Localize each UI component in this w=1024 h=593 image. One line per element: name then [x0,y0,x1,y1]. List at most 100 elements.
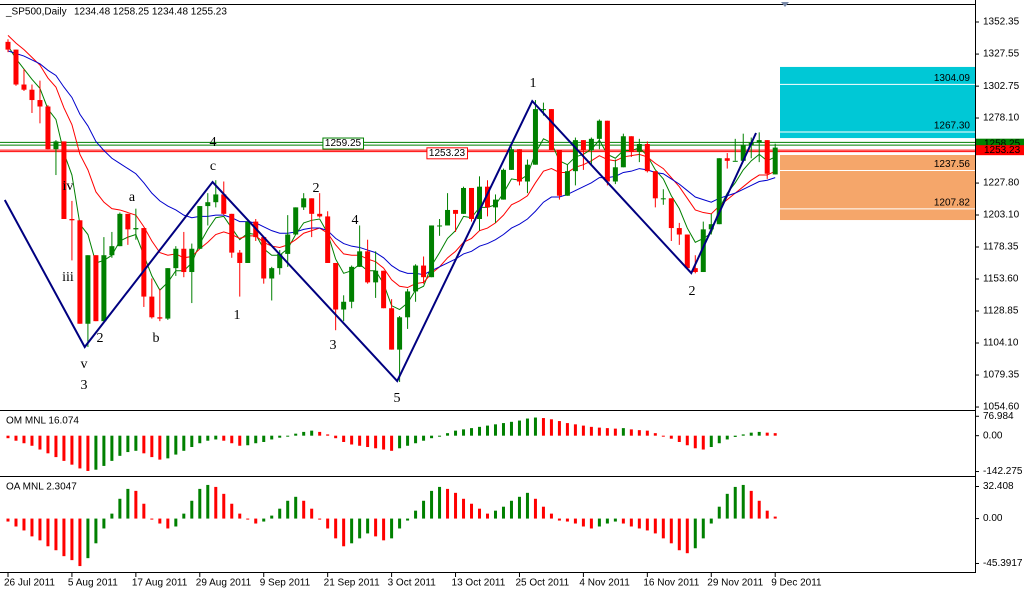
indicator-title: OA MNL 2.3047 [6,482,77,493]
indicator-bar [254,435,258,444]
y-tick-label: 1302.75 [983,81,1020,92]
wave-label: c [210,159,216,174]
candle-body [197,206,203,249]
wave-label: 1 [530,76,537,91]
candle-body [437,225,443,227]
indicator-bar [773,516,777,519]
wave-label: iv [63,179,74,194]
indicator-bar [398,435,402,449]
indicator-bar [22,435,26,444]
indicator-bar [390,518,394,539]
wave-label: a [129,190,136,205]
indicator-bar [118,435,122,456]
indicator-bar [38,435,42,450]
y-tick-label: 32.408 [983,481,1014,492]
indicator-bar [430,435,434,439]
candle-body [269,268,275,279]
wave-label: 2 [97,331,104,346]
indicator-bar [310,508,314,519]
x-tick-label: 16 Nov 2011 [643,578,699,589]
indicator-bar [350,518,354,544]
indicator-bar [717,506,721,519]
indicator-bar [30,518,34,537]
indicator-bar [501,423,505,436]
indicator-bar [533,417,537,436]
indicator-bar [182,513,186,519]
indicator-bar [198,435,202,444]
candle-body [524,164,530,182]
candle-body [85,255,91,324]
indicator-bar [717,435,721,444]
price-marker-box [976,138,1024,149]
indicator-bar [454,430,458,436]
indicator-bar [222,493,226,519]
indicator-bar [174,518,178,527]
indicator-bar [549,513,553,519]
indicator-bar [757,431,761,436]
candle-body [532,109,538,165]
wave-label: 3 [330,338,337,353]
indicator-bar [725,435,729,440]
candle-body [301,198,307,208]
candle-body [652,171,658,199]
candle-body [293,207,299,235]
indicator-bar [6,518,10,522]
candle-body [644,144,650,172]
candle-body [716,158,722,225]
indicator-bar [334,518,338,539]
candle-body [5,41,11,50]
indicator-bar [254,518,258,524]
candle-body [572,140,578,172]
shift-marker [781,2,789,7]
indicator-bar [462,429,466,436]
zone-level-label: 1207.82 [934,198,971,209]
indicator-bar [685,518,689,554]
ohlc-text: 1234.48 1258.25 1234.48 1255.23 [74,7,227,18]
indicator-bar [134,435,138,451]
overlay: 1259.251253.231258.251253.2312iviiiv32ab… [3,76,1024,406]
price-marker-label: 1258.25 [984,138,1021,149]
y-tick-label: 1128.85 [983,306,1019,317]
candle-body [357,251,363,267]
indicator-bar [358,435,362,446]
indicator-bar [438,435,442,437]
indicator-bar [733,435,737,437]
indicator-bar [725,493,729,519]
indicator-bar [414,435,418,444]
indicator-bar [773,433,777,436]
indicator-bar [366,518,370,534]
candle-body [349,266,355,302]
indicator-bar [733,486,737,519]
indicator-bar [182,435,186,451]
indicator-bar [278,435,282,438]
indicator-bar [637,430,641,436]
indicator-bar [493,424,497,436]
indicator-bar [629,518,633,527]
x-tick-label: 9 Dec 2011 [771,578,822,589]
candle-body [93,255,99,322]
y-tick-label: 1054.60 [983,402,1020,413]
candle-body [628,136,634,152]
indicator-bar [222,435,226,441]
candle-body [508,149,514,170]
candle-body [109,246,115,256]
indicator-bar [158,435,162,460]
y-tick-label: 1203.10 [983,210,1020,221]
candle-body [461,187,467,214]
indicator-bar [533,498,537,519]
candle-body [772,147,778,175]
indicator-bar [749,490,753,519]
indicator-bar [334,435,338,439]
x-tick-label: 29 Nov 2011 [707,578,763,589]
candle-body [708,224,714,230]
x-tick-label: 26 Jul 2011 [4,578,55,589]
indicator-bar [470,503,474,519]
indicator-bar [374,435,378,449]
indicator-bar [470,428,474,436]
candle-body [684,234,690,269]
indicator-bar [557,518,561,521]
indicator-bar [621,518,625,524]
indicator-bar [765,432,769,436]
indicator-bar [326,434,330,436]
indicator-bar [158,518,162,524]
